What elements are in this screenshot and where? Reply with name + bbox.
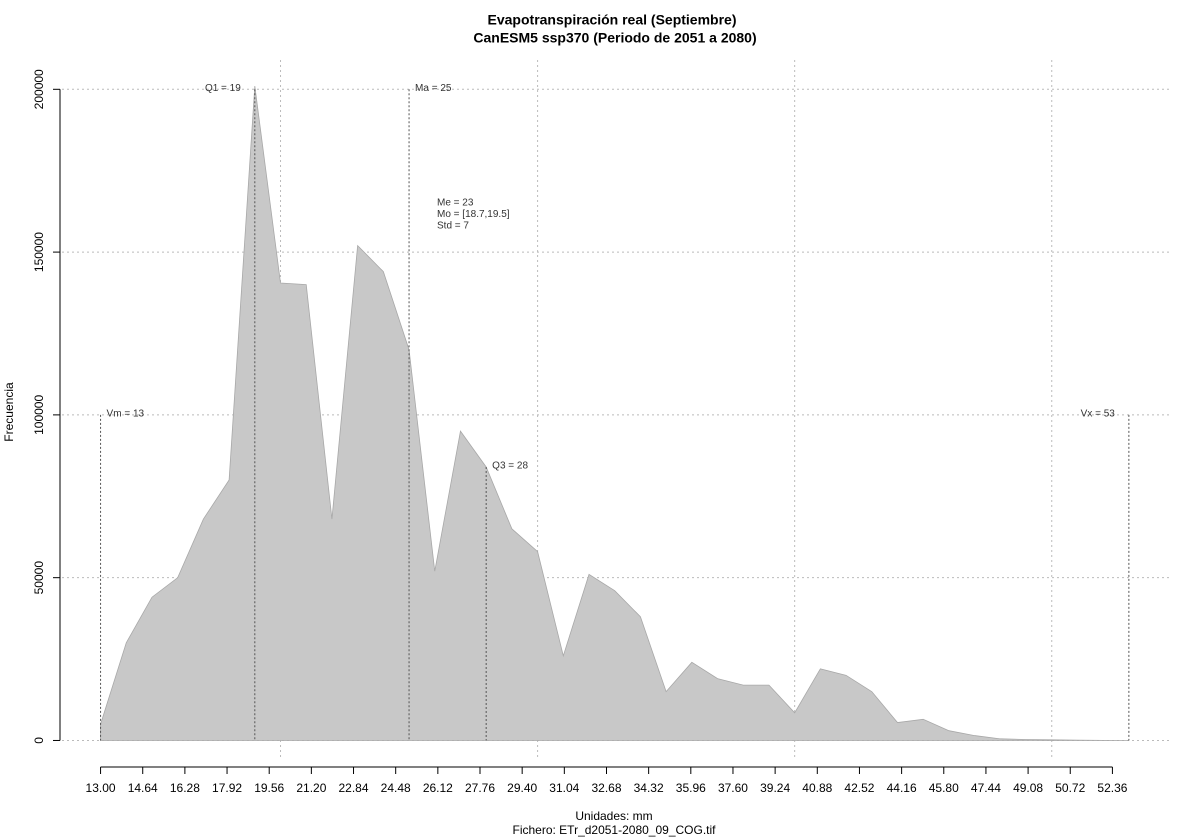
x-tick-label: 16.28 — [170, 781, 200, 795]
x-tick-label: 42.52 — [844, 781, 874, 795]
marker-label: Vm = 13 — [107, 409, 145, 420]
x-tick-label: 50.72 — [1055, 781, 1085, 795]
x-tick-label: 45.80 — [929, 781, 959, 795]
stat-label: Mo = [18.7,19.5] — [437, 209, 510, 220]
x-tick-label: 47.44 — [971, 781, 1001, 795]
area — [100, 85, 1129, 741]
x-tick-label: 49.08 — [1013, 781, 1043, 795]
x-axis-label: Unidades: mm — [575, 809, 652, 823]
x-tick-label: 27.76 — [465, 781, 495, 795]
x-tick-label: 19.56 — [254, 781, 284, 795]
y-tick-label: 150000 — [32, 232, 46, 272]
y-axis-label: Frecuencia — [2, 382, 16, 442]
x-tick-label: 44.16 — [887, 781, 917, 795]
x-tick-label: 37.60 — [718, 781, 748, 795]
x-tick-label: 29.40 — [507, 781, 537, 795]
marker-label: Ma = 25 — [415, 83, 452, 94]
y-tick-label: 200000 — [32, 69, 46, 109]
marker-label: Q3 = 28 — [492, 461, 528, 472]
x-tick-label: 34.32 — [634, 781, 664, 795]
x-axis-file: Fichero: ETr_d2051-2080_09_COG.tif — [513, 823, 717, 837]
x-tick-label: 13.00 — [86, 781, 116, 795]
y-tick-label: 100000 — [32, 395, 46, 435]
chart-title: Evapotranspiración real (Septiembre) — [488, 12, 737, 28]
x-tick-label: 24.48 — [381, 781, 411, 795]
marker-label: Vx = 53 — [1081, 409, 1116, 420]
y-tick-label: 50000 — [32, 561, 46, 595]
x-tick-label: 31.04 — [549, 781, 579, 795]
x-tick-label: 52.36 — [1097, 781, 1127, 795]
x-tick-label: 32.68 — [591, 781, 621, 795]
marker-label: Q1 = 19 — [205, 83, 241, 94]
stat-label: Std = 7 — [437, 221, 469, 232]
x-tick-label: 39.24 — [760, 781, 790, 795]
x-tick-label: 17.92 — [212, 781, 242, 795]
x-tick-label: 22.84 — [339, 781, 369, 795]
y-tick-label: 0 — [32, 737, 46, 744]
x-tick-label: 26.12 — [423, 781, 453, 795]
x-tick-label: 14.64 — [128, 781, 158, 795]
x-tick-label: 21.20 — [296, 781, 326, 795]
chart-subtitle: CanESM5 ssp370 (Periodo de 2051 a 2080) — [473, 30, 756, 46]
x-tick-label: 35.96 — [676, 781, 706, 795]
x-tick-label: 40.88 — [802, 781, 832, 795]
stat-label: Me = 23 — [437, 198, 474, 209]
